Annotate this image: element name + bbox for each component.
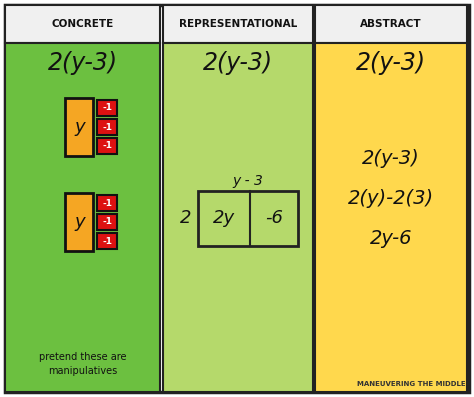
Text: y: y <box>74 118 85 136</box>
Text: 2y: 2y <box>213 209 235 227</box>
Bar <box>315 43 467 392</box>
Bar <box>5 43 160 392</box>
Text: -1: -1 <box>102 123 112 131</box>
Bar <box>65 98 93 156</box>
Text: CONCRETE: CONCRETE <box>51 19 114 29</box>
Text: 2(y-3): 2(y-3) <box>203 51 273 75</box>
Text: 2y-6: 2y-6 <box>370 229 412 247</box>
Bar <box>98 214 118 230</box>
Bar <box>98 100 118 116</box>
Text: y - 3: y - 3 <box>233 173 264 187</box>
Bar <box>163 43 313 392</box>
Bar <box>198 191 298 245</box>
Text: -1: -1 <box>102 218 112 227</box>
Text: REPRESENTATIONAL: REPRESENTATIONAL <box>179 19 297 29</box>
Text: -6: -6 <box>265 209 283 227</box>
Bar <box>315 5 467 43</box>
Bar <box>163 5 313 43</box>
Text: 2(y-3): 2(y-3) <box>47 51 118 75</box>
Bar <box>98 138 118 154</box>
Bar <box>98 195 118 211</box>
Text: MANEUVERING THE MIDDLE: MANEUVERING THE MIDDLE <box>357 381 466 387</box>
Text: -1: -1 <box>102 104 112 112</box>
Text: pretend these are
manipulatives: pretend these are manipulatives <box>39 352 126 376</box>
Text: -1: -1 <box>102 237 112 245</box>
Text: 2(y)-2(3): 2(y)-2(3) <box>348 189 434 208</box>
Text: y: y <box>74 213 85 231</box>
Text: 2(y-3): 2(y-3) <box>356 51 426 75</box>
Bar <box>5 5 160 43</box>
Bar <box>98 119 118 135</box>
Text: 2(y-3): 2(y-3) <box>362 148 420 168</box>
Text: 2: 2 <box>180 209 192 227</box>
Text: -1: -1 <box>102 141 112 150</box>
Bar <box>65 193 93 251</box>
Text: ABSTRACT: ABSTRACT <box>360 19 422 29</box>
Bar <box>98 233 118 249</box>
Text: -1: -1 <box>102 198 112 208</box>
